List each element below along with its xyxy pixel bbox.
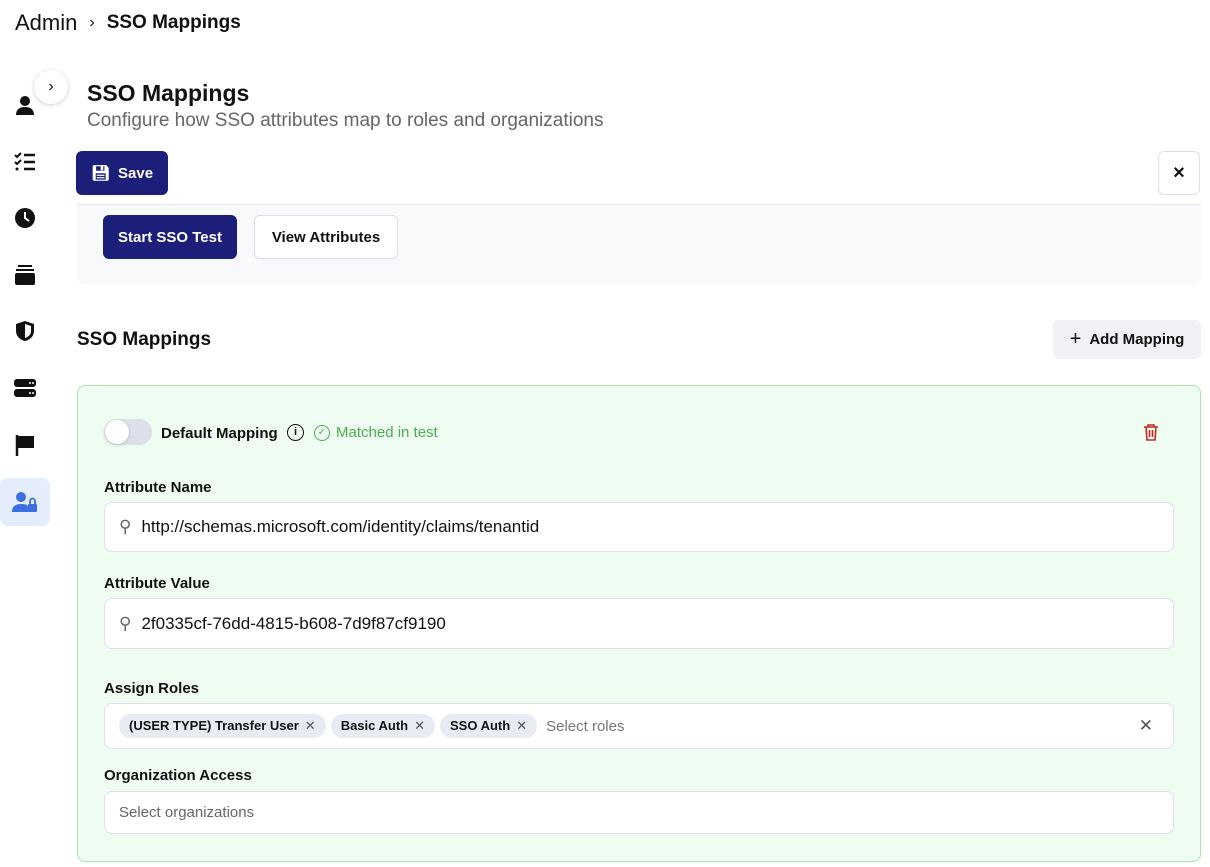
user-icon[interactable] [0, 81, 50, 129]
organizations-select[interactable]: Select organizations [104, 791, 1174, 834]
page-subtitle: Configure how SSO attributes map to role… [87, 110, 604, 131]
role-chip: SSO Auth ✕ [440, 714, 538, 738]
archive-icon[interactable] [0, 251, 50, 299]
view-attributes-button[interactable]: View Attributes [254, 215, 398, 259]
page-title: SSO Mappings [87, 80, 250, 106]
breadcrumb: Admin › SSO Mappings [15, 10, 241, 36]
organization-access-label: Organization Access [104, 767, 252, 784]
organizations-placeholder: Select organizations [119, 804, 255, 821]
checklist-icon[interactable] [0, 137, 50, 185]
chevron-right-icon: › [89, 14, 95, 31]
search-icon: ⚲ [119, 517, 132, 536]
chevron-right-icon: › [48, 78, 54, 95]
save-label: Save [118, 164, 154, 182]
role-chip-label: (USER TYPE) Transfer User [129, 718, 299, 733]
role-chip: (USER TYPE) Transfer User ✕ [119, 714, 326, 738]
test-panel [77, 204, 1201, 285]
clear-roles-icon[interactable]: ✕ [1138, 716, 1153, 735]
attribute-value-value: 2f0335cf-76dd-4815-b608-7d9f87cf9190 [141, 613, 446, 633]
attribute-name-value: http://schemas.microsoft.com/identity/cl… [141, 517, 540, 536]
add-mapping-button[interactable]: + Add Mapping [1053, 320, 1201, 359]
start-sso-test-button[interactable]: Start SSO Test [103, 215, 237, 259]
server-icon[interactable] [0, 364, 50, 412]
breadcrumb-current: SSO Mappings [106, 12, 241, 33]
plus-icon: + [1069, 328, 1082, 350]
assign-roles-label: Assign Roles [104, 680, 200, 697]
clock-icon[interactable] [0, 194, 50, 242]
attribute-value-input[interactable]: ⚲ 2f0335cf-76dd-4815-b608-7d9f87cf9190 [104, 598, 1174, 649]
check-circle-icon: ✓ [314, 424, 330, 441]
info-icon[interactable]: i [287, 424, 304, 441]
default-mapping-toggle[interactable] [104, 419, 152, 445]
save-button[interactable]: 💾︎ Save [76, 151, 168, 195]
attribute-value-label: Attribute Value [104, 575, 210, 592]
remove-role-icon[interactable]: ✕ [414, 718, 426, 733]
role-chip: Basic Auth ✕ [330, 714, 436, 738]
default-mapping-label: Default Mapping [161, 425, 278, 442]
trash-icon[interactable] [1143, 423, 1159, 446]
roles-select[interactable]: (USER TYPE) Transfer User ✕ Basic Auth ✕ S… [104, 703, 1174, 749]
attribute-name-label: Attribute Name [104, 479, 212, 496]
add-mapping-label: Add Mapping [1089, 331, 1185, 348]
expand-sidebar-button[interactable]: › [34, 70, 68, 104]
section-title: SSO Mappings [77, 329, 212, 350]
remove-role-icon[interactable]: ✕ [516, 718, 528, 733]
matched-status: ✓ Matched in test [314, 424, 438, 441]
close-button[interactable]: × [1158, 151, 1200, 195]
role-chip-label: SSO Auth [450, 718, 511, 733]
flag-icon[interactable] [0, 421, 50, 469]
attribute-name-input[interactable]: ⚲ http://schemas.microsoft.com/identity/c… [104, 502, 1174, 552]
breadcrumb-admin[interactable]: Admin [15, 10, 78, 35]
role-chip-label: Basic Auth [340, 718, 409, 733]
matched-text: Matched in test [336, 424, 438, 441]
save-icon: 💾︎ [90, 165, 110, 182]
roles-placeholder: Select roles [546, 717, 625, 735]
shield-icon[interactable] [0, 307, 50, 355]
user-lock-icon[interactable] [0, 478, 50, 526]
search-icon: ⚲ [119, 613, 132, 633]
remove-role-icon[interactable]: ✕ [304, 718, 316, 733]
